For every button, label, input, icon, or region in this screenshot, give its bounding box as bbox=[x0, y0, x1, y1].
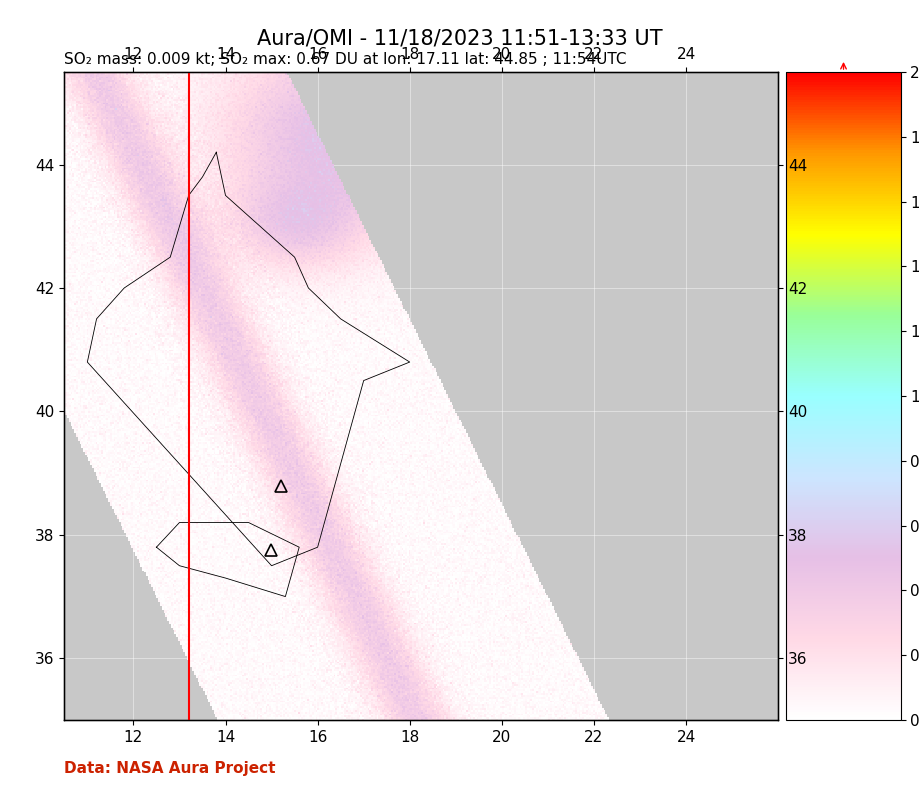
Text: Aura/OMI - 11/18/2023 11:51-13:33 UT: Aura/OMI - 11/18/2023 11:51-13:33 UT bbox=[256, 28, 663, 48]
Text: SO₂ mass: 0.009 kt; SO₂ max: 0.67 DU at lon: 17.11 lat: 44.85 ; 11:54UTC: SO₂ mass: 0.009 kt; SO₂ max: 0.67 DU at … bbox=[64, 52, 627, 67]
Text: Data: NASA Aura Project: Data: NASA Aura Project bbox=[64, 761, 276, 776]
